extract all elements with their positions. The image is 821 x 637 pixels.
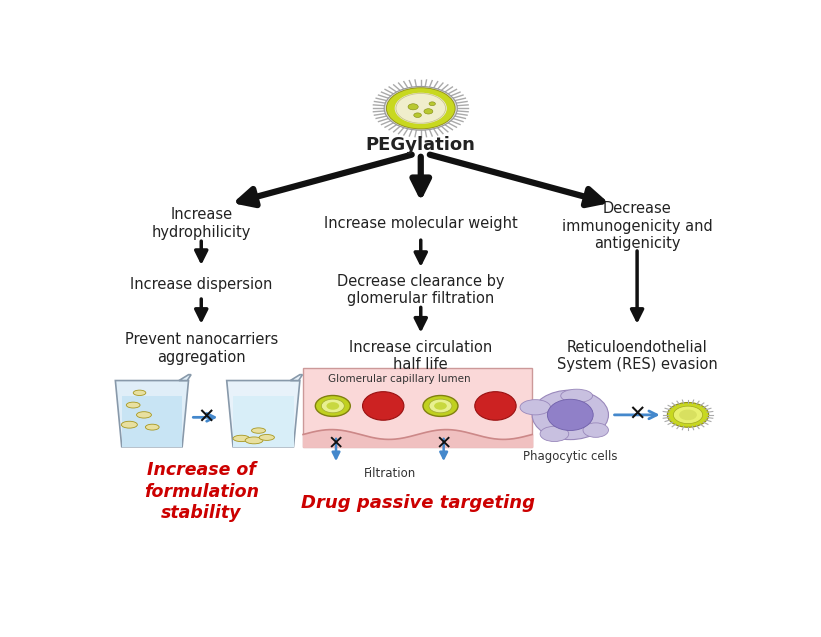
Ellipse shape: [233, 435, 250, 441]
Text: ✕: ✕: [628, 405, 646, 425]
Ellipse shape: [667, 403, 709, 427]
Ellipse shape: [122, 421, 137, 428]
Text: Decrease
immunogenicity and
antigenicity: Decrease immunogenicity and antigenicity: [562, 201, 713, 251]
Text: Reticuloendothelial
System (RES) evasion: Reticuloendothelial System (RES) evasion: [557, 340, 718, 372]
Ellipse shape: [520, 399, 551, 415]
FancyArrowPatch shape: [430, 155, 603, 205]
Text: Increase dispersion: Increase dispersion: [130, 277, 273, 292]
Text: ✕: ✕: [198, 407, 215, 427]
Ellipse shape: [384, 87, 457, 130]
FancyArrowPatch shape: [415, 240, 426, 263]
Ellipse shape: [429, 399, 452, 413]
FancyArrowPatch shape: [195, 299, 207, 320]
Ellipse shape: [315, 396, 351, 417]
Text: Glomerular capillary lumen: Glomerular capillary lumen: [328, 374, 470, 384]
Polygon shape: [291, 375, 302, 380]
Text: Increase circulation
half life: Increase circulation half life: [349, 340, 493, 372]
Polygon shape: [233, 396, 294, 447]
Ellipse shape: [408, 104, 418, 110]
Ellipse shape: [395, 93, 447, 124]
FancyArrowPatch shape: [195, 241, 207, 261]
Text: ✕: ✕: [435, 435, 452, 454]
Text: Increase molecular weight: Increase molecular weight: [324, 216, 517, 231]
Polygon shape: [227, 380, 300, 447]
Text: ✕: ✕: [328, 435, 344, 454]
Ellipse shape: [429, 102, 435, 106]
Ellipse shape: [126, 402, 140, 408]
Ellipse shape: [583, 423, 608, 438]
Ellipse shape: [679, 410, 697, 420]
FancyArrowPatch shape: [631, 251, 643, 320]
Ellipse shape: [414, 113, 421, 117]
Ellipse shape: [540, 426, 569, 441]
FancyArrowPatch shape: [415, 307, 426, 329]
Text: Drug passive targeting: Drug passive targeting: [300, 494, 534, 512]
Polygon shape: [179, 375, 191, 380]
Text: Increase of
formulation
stability: Increase of formulation stability: [144, 461, 259, 522]
Text: Phagocytic cells: Phagocytic cells: [523, 450, 617, 463]
Text: PEGylation: PEGylation: [366, 136, 475, 154]
Ellipse shape: [259, 434, 274, 440]
Ellipse shape: [423, 396, 458, 417]
FancyArrowPatch shape: [412, 157, 429, 194]
FancyArrowPatch shape: [239, 155, 411, 205]
Ellipse shape: [548, 399, 594, 431]
Ellipse shape: [133, 390, 146, 396]
Text: Filtration: Filtration: [364, 468, 416, 480]
FancyBboxPatch shape: [303, 368, 532, 447]
Ellipse shape: [673, 406, 703, 424]
Ellipse shape: [136, 412, 151, 418]
Ellipse shape: [532, 390, 608, 440]
Ellipse shape: [327, 402, 339, 410]
Text: Prevent nanocarriers
aggregation: Prevent nanocarriers aggregation: [125, 333, 277, 365]
Ellipse shape: [561, 389, 593, 403]
Ellipse shape: [387, 88, 455, 129]
Ellipse shape: [363, 392, 404, 420]
Ellipse shape: [475, 392, 516, 420]
Ellipse shape: [434, 402, 447, 410]
Ellipse shape: [424, 109, 433, 114]
Ellipse shape: [145, 424, 159, 430]
Ellipse shape: [245, 437, 263, 444]
Ellipse shape: [321, 399, 344, 413]
Ellipse shape: [251, 428, 265, 433]
Text: Decrease clearance by
glomerular filtration: Decrease clearance by glomerular filtrat…: [337, 274, 505, 306]
Polygon shape: [115, 380, 189, 447]
Polygon shape: [122, 396, 182, 447]
Text: Increase
hydrophilicity: Increase hydrophilicity: [152, 208, 251, 240]
Ellipse shape: [396, 94, 446, 123]
